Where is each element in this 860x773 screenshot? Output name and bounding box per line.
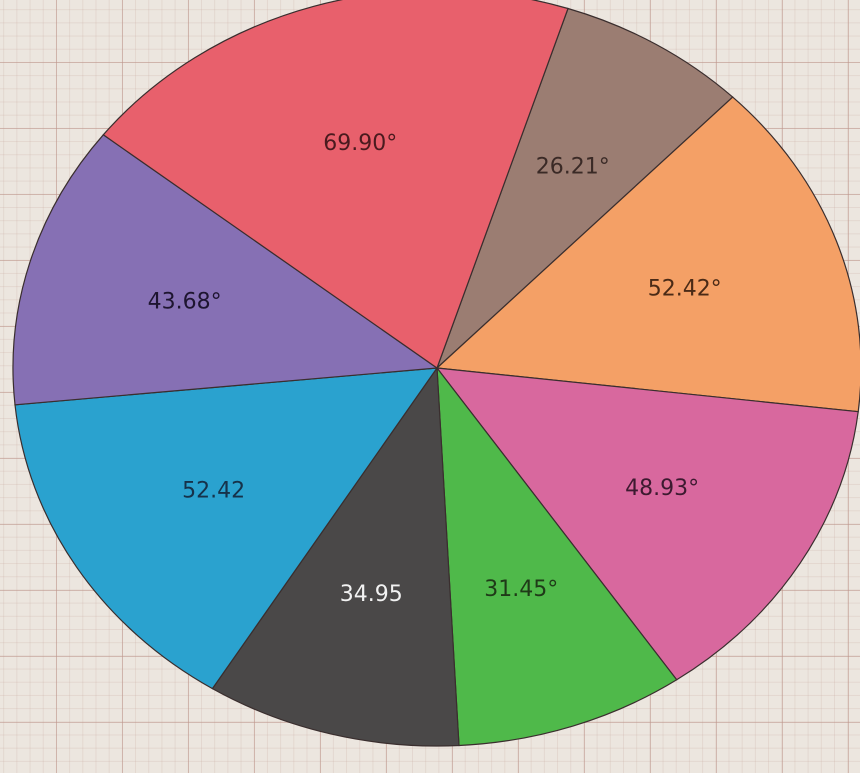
pie-slice-label: 26.21°: [536, 154, 610, 179]
pie-slice: [12, 134, 439, 406]
pie-slice-label: 48.93°: [625, 476, 699, 501]
pie-slice-label: 69.90°: [323, 131, 397, 156]
pie-slice-label: 31.45°: [484, 577, 558, 602]
pie-slices: [12, 0, 860, 747]
pie-slice: [436, 7, 734, 369]
pie-slice: [102, 0, 569, 369]
pie-labels: 26.21° 52.42° 48.93° 31.45° 34.95 52.42 43.68°…: [148, 131, 722, 607]
pie-slice-label: 43.68°: [148, 289, 222, 314]
pie-slice: [435, 367, 859, 681]
pie-slice: [14, 367, 439, 690]
pie-slice-label: 52.42°: [648, 277, 722, 302]
pie-slice: [435, 96, 860, 413]
pie-slice: [211, 366, 460, 747]
pie-slice-label: 34.95: [340, 582, 403, 607]
pie-slice-label: 52.42: [182, 479, 245, 504]
pie-slice: [436, 366, 678, 747]
